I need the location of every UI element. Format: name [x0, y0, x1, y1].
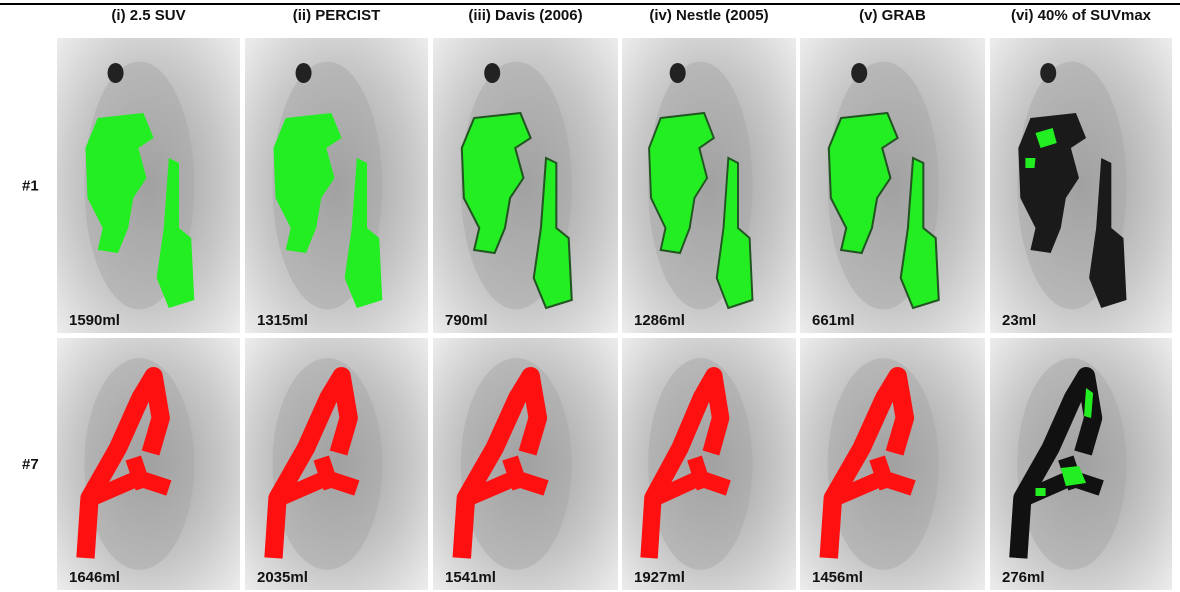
head: [296, 63, 312, 83]
volume-label: 661ml: [812, 312, 855, 329]
volume-label: 1286ml: [634, 312, 685, 329]
volume-label: 1590ml: [69, 312, 120, 329]
volume-label: 1927ml: [634, 569, 685, 586]
column-header: (i) 2.5 SUV: [111, 7, 185, 24]
volume-label: 1646ml: [69, 569, 120, 586]
volume-label: 276ml: [1002, 569, 1045, 586]
row-label: #1: [22, 178, 39, 195]
image-panel: 276ml: [990, 338, 1172, 590]
figure: (i) 2.5 SUV (ii) PERCIST (iii) Davis (2006…: [0, 0, 1180, 592]
head: [484, 63, 500, 83]
column-header: (iii) Davis (2006): [468, 7, 582, 24]
volume-label: 2035ml: [257, 569, 308, 586]
column-header: (v) GRAB: [859, 7, 926, 24]
head: [670, 63, 686, 83]
volume-label: 790ml: [445, 312, 488, 329]
column-header: (iv) Nestle (2005): [649, 7, 768, 24]
image-panel: 1927ml: [622, 338, 796, 590]
image-panel: 23ml: [990, 38, 1172, 333]
head: [1040, 63, 1056, 83]
image-panel: 1541ml: [433, 338, 618, 590]
volume-label: 1541ml: [445, 569, 496, 586]
row-label: #7: [22, 456, 39, 473]
image-panel: 1646ml: [57, 338, 240, 590]
column-header: (ii) PERCIST: [293, 7, 381, 24]
column-header: (vi) 40% of SUVmax: [1011, 7, 1152, 24]
volume-label: 1456ml: [812, 569, 863, 586]
head: [108, 63, 124, 83]
head: [851, 63, 867, 83]
volume-label: 1315ml: [257, 312, 308, 329]
image-panel: 1315ml: [245, 38, 428, 333]
image-panel: 1590ml: [57, 38, 240, 333]
image-panel: 790ml: [433, 38, 618, 333]
image-panel: 661ml: [800, 38, 985, 333]
image-panel: 1286ml: [622, 38, 796, 333]
image-panel: 2035ml: [245, 338, 428, 590]
image-panel: 1456ml: [800, 338, 985, 590]
volume-label: 23ml: [1002, 312, 1036, 329]
